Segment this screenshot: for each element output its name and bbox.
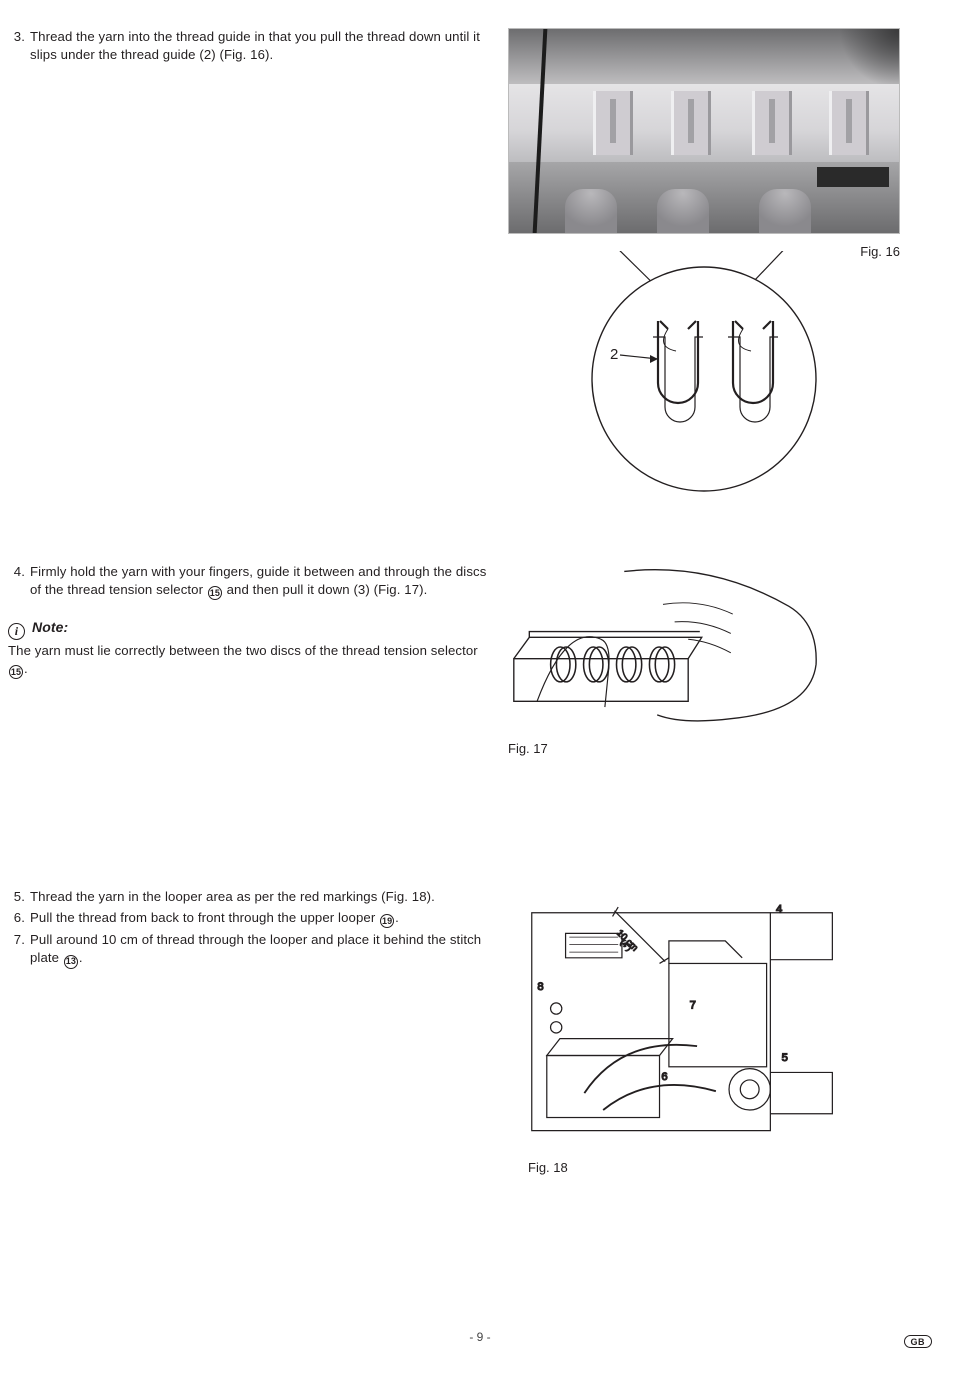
manual-page: 3. Thread the yarn into the thread guide… <box>0 0 960 1382</box>
page-number: - 9 - <box>0 1330 960 1344</box>
language-chip: GB <box>904 1335 933 1348</box>
info-icon: i <box>8 623 25 640</box>
figure-16-photo <box>508 28 900 234</box>
svg-text:6: 6 <box>661 1071 667 1083</box>
svg-text:8: 8 <box>537 981 543 993</box>
figure-18-column: 10 cm (4") 4 8 7 6 5 Fig. 18 <box>528 888 932 1175</box>
row-step5to7: 5. Thread the yarn in the looper area as… <box>8 888 932 1175</box>
note-heading: Note: <box>32 619 68 635</box>
svg-text:5: 5 <box>782 1052 788 1064</box>
svg-text:7: 7 <box>690 1000 696 1012</box>
figure-18-caption: Fig. 18 <box>528 1160 568 1175</box>
ref-13-icon: 13 <box>64 955 78 969</box>
row-step3: 3. Thread the yarn into the thread guide… <box>8 28 932 501</box>
step-5-number: 5. <box>8 888 30 906</box>
step-6-text: Pull the thread from back to front throu… <box>30 909 508 929</box>
step-5-text: Thread the yarn in the looper area as pe… <box>30 888 508 906</box>
step-7: 7. Pull around 10 cm of thread through t… <box>8 931 508 968</box>
figure-17-drawing <box>508 563 818 733</box>
step-4: 4. Firmly hold the yarn with your finger… <box>8 563 488 600</box>
note-heading-row: i Note: <box>8 618 488 640</box>
ref-15-icon-2: 15 <box>9 665 23 679</box>
figure-16-callout-label: 2 <box>610 346 618 363</box>
figure-18-drawing: 10 cm (4") 4 8 7 6 5 <box>528 888 838 1146</box>
figure-16-column: Fig. 16 <box>508 28 932 501</box>
figure-17-column: Fig. 17 <box>508 563 932 756</box>
note-body: The yarn must lie correctly between the … <box>8 642 488 679</box>
step-3: 3. Thread the yarn into the thread guide… <box>8 28 488 64</box>
step-5: 5. Thread the yarn in the looper area as… <box>8 888 508 906</box>
text-column-1: 3. Thread the yarn into the thread guide… <box>8 28 488 67</box>
step-4-text: Firmly hold the yarn with your fingers, … <box>30 563 488 600</box>
svg-text:4: 4 <box>776 904 782 916</box>
step-7-number: 7. <box>8 931 30 968</box>
row-step4: 4. Firmly hold the yarn with your finger… <box>8 563 932 756</box>
step-3-number: 3. <box>8 28 30 64</box>
step-4-number: 4. <box>8 563 30 600</box>
text-column-2: 4. Firmly hold the yarn with your finger… <box>8 563 488 679</box>
step-3-text: Thread the yarn into the thread guide in… <box>30 28 488 64</box>
figure-17-caption: Fig. 17 <box>508 741 548 756</box>
ref-15-icon: 15 <box>208 586 222 600</box>
figure-16-callout: 2 <box>508 251 900 501</box>
text-column-3: 5. Thread the yarn in the looper area as… <box>8 888 508 972</box>
ref-19-icon: 19 <box>380 914 394 928</box>
step-6: 6. Pull the thread from back to front th… <box>8 909 508 929</box>
step-6-number: 6. <box>8 909 30 929</box>
step-7-text: Pull around 10 cm of thread through the … <box>30 931 508 968</box>
